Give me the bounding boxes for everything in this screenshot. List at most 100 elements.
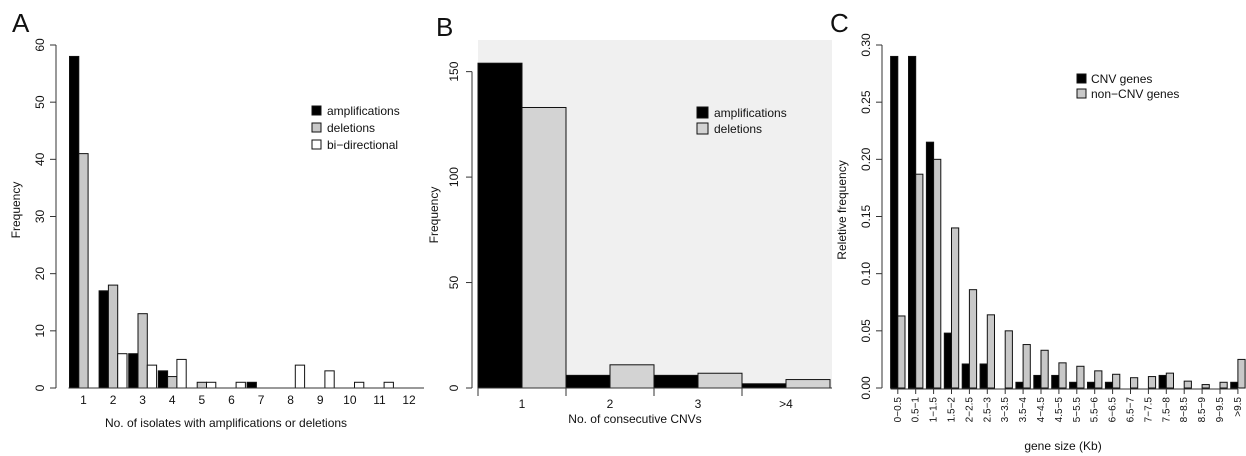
x-axis-title: gene size (Kb)	[1024, 439, 1101, 453]
bar-cnvgenes	[1158, 374, 1167, 389]
bar-amplifications	[565, 374, 611, 389]
bar-noncnvgenes	[1094, 370, 1103, 389]
bar-bidirectional	[235, 381, 246, 389]
bar-deletions	[107, 284, 119, 389]
bar-cnvgenes	[890, 55, 899, 389]
bar-deletions	[196, 381, 207, 389]
bar-noncnvgenes	[1004, 330, 1013, 389]
x-axis-title: No. of consecutive CNVs	[568, 412, 701, 426]
bar-amplifications	[69, 55, 80, 389]
bar-noncnvgenes	[1058, 362, 1067, 389]
x-tick-label: 3.5−4	[1018, 397, 1029, 423]
y-tick-label: 100	[447, 167, 461, 187]
bar-cnvgenes	[1069, 381, 1078, 389]
x-tick-label: 2.5−3	[982, 397, 993, 423]
x-tick-label: 10	[343, 393, 357, 407]
y-tick-label: 150	[447, 61, 461, 81]
bar-cnvgenes	[1104, 381, 1114, 389]
x-tick-label: 5	[199, 393, 206, 407]
x-tick-label: 2	[110, 393, 117, 407]
legend-swatch	[1076, 73, 1087, 84]
x-tick-label: 3−3.5	[1000, 397, 1011, 423]
bar-noncnvgenes	[915, 173, 924, 389]
bar-amplifications	[653, 374, 699, 389]
x-tick-label: 9	[317, 393, 324, 407]
bar-deletions	[609, 364, 655, 389]
bar-amplifications	[157, 370, 169, 389]
bar-bidirectional	[354, 381, 365, 389]
bar-noncnvgenes	[968, 289, 978, 389]
x-tick-label: 6.5−7	[1126, 397, 1137, 423]
bar-amplifications	[477, 62, 523, 389]
bar-amplifications	[98, 290, 109, 389]
bar-deletions	[137, 313, 148, 389]
x-tick-label: 3	[695, 397, 702, 411]
x-tick-label: 6	[228, 393, 235, 407]
legend-label: deletions	[327, 121, 375, 135]
bar-noncnvgenes	[1165, 372, 1175, 389]
legend-label: amplifications	[714, 106, 787, 120]
panel-label-a: A	[12, 8, 30, 38]
legend-swatch	[311, 122, 322, 133]
x-tick-label: 6−6.5	[1108, 397, 1119, 423]
y-tick-label: 0.25	[859, 90, 873, 114]
bar-cnvgenes	[908, 55, 917, 389]
y-tick-label: 40	[33, 152, 47, 166]
y-tick-label: 20	[33, 267, 47, 281]
bar-noncnvgenes	[1147, 376, 1157, 389]
legend-swatch	[696, 122, 709, 135]
legend-swatch	[1076, 88, 1087, 99]
legend-swatch	[311, 105, 322, 116]
legend-swatch	[696, 106, 709, 119]
bar-amplifications	[128, 353, 139, 389]
y-tick-label: 50	[447, 276, 461, 290]
y-tick-label: 0	[33, 384, 47, 391]
x-tick-label: >4	[779, 397, 793, 411]
bar-bidirectional	[176, 358, 187, 389]
bar-bidirectional	[383, 381, 394, 389]
x-axis-title: No. of isolates with amplifications or d…	[105, 416, 347, 430]
x-tick-label: 12	[402, 393, 416, 407]
y-axis-title: Frequency	[9, 182, 23, 239]
panel-label-c: C	[830, 8, 849, 38]
bar-deletions	[697, 372, 743, 389]
x-tick-label: 4−4.5	[1036, 397, 1047, 423]
y-tick-label: 0	[447, 384, 461, 391]
bar-deletions	[167, 376, 178, 389]
y-tick-label: 0.20	[859, 147, 873, 171]
bar-cnvgenes	[1033, 374, 1042, 389]
y-tick-label: 60	[33, 38, 47, 52]
bar-noncnvgenes	[1201, 384, 1210, 389]
x-tick-label: 1	[519, 397, 526, 411]
x-tick-label: >9.5	[1233, 397, 1244, 417]
bar-bidirectional	[324, 370, 335, 389]
x-tick-label: 8−8.5	[1179, 397, 1190, 423]
y-axis-title: Reletive frequency	[835, 160, 849, 259]
bar-cnvgenes	[1087, 381, 1096, 389]
legend-label: CNV genes	[1091, 72, 1152, 86]
bar-deletions	[785, 379, 831, 389]
y-tick-label: 0.30	[859, 33, 873, 57]
bar-bidirectional	[294, 364, 306, 389]
x-tick-label: 4.5−5	[1054, 397, 1065, 423]
bar-noncnvgenes	[1076, 365, 1085, 389]
y-tick-label: 0.10	[859, 262, 873, 286]
panel-b-chart: 0 50 100 150 Frequency 1 2 3 >4 No. of consecutiv…	[427, 40, 832, 426]
bar-bidirectional	[117, 353, 128, 389]
legend-label: non−CNV genes	[1091, 87, 1179, 101]
x-tick-label: 2	[607, 397, 614, 411]
y-tick-label: 30	[33, 210, 47, 224]
x-tick-label: 5.5−6	[1090, 397, 1101, 423]
bar-noncnvgenes	[1130, 377, 1139, 389]
y-axis-title: Frequency	[427, 187, 441, 244]
x-tick-label: 1−1.5	[929, 397, 940, 423]
y-tick-label: 10	[33, 324, 47, 338]
panel-label-b: B	[436, 12, 453, 42]
x-tick-label: 4	[169, 393, 176, 407]
x-tick-label: 7	[258, 393, 265, 407]
x-tick-label: 11	[373, 393, 386, 407]
x-tick-label: 5−5.5	[1072, 397, 1083, 423]
legend-label: bi−directional	[327, 138, 398, 152]
